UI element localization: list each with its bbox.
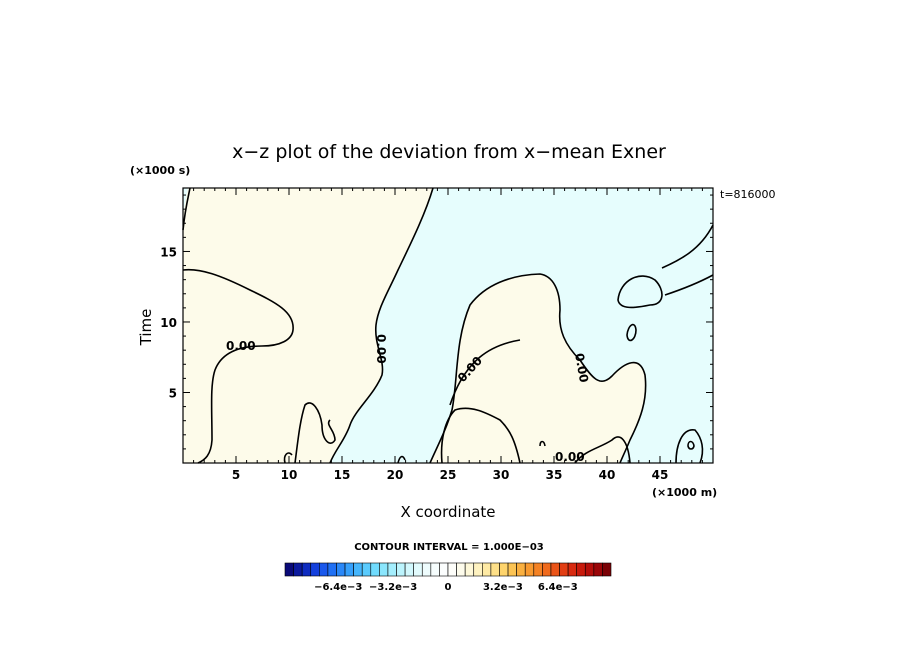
colorbar-bin-34 [576,562,586,577]
colorbar-tick-label-1: −3.2e−3 [369,582,417,593]
contour-label-3: 0.00 [572,352,591,384]
colorbar-bin-36 [593,562,603,577]
colorbar [284,562,612,577]
colorbar-tick-label-4: 6.4e−3 [538,582,578,593]
contour-line-16 [574,436,631,464]
y-tick-label-0: 5 [169,386,177,400]
colorbar-bin-21 [464,562,475,577]
contour-line-14 [687,440,695,450]
colorbar-bin-18 [439,562,449,577]
chart-title: x−z plot of the deviation from x−mean Ex… [232,141,666,163]
colorbar-bin-10 [370,562,380,577]
colorbar-tick-labels: −6.4e−3 −3.2e−3 0 3.2e−3 6.4e−3 [314,582,578,593]
x-tick-label-1: 10 [281,468,298,482]
colorbar-bin-23 [482,562,492,577]
contour-line-2 [429,273,647,464]
colorbar-bin-20 [456,562,466,577]
colorbar-bin-19 [447,562,457,577]
contour-line-1 [182,268,294,464]
colorbar-bin-13 [396,562,406,577]
colorbar-bin-11 [379,562,389,577]
time-stamp: t=816000 [720,188,776,201]
x-tick-label-3: 20 [387,468,404,482]
x-tick-label-0: 5 [232,468,240,482]
colorbar-bin-15 [413,562,423,577]
plot-area: 5 10 15 20 25 30 35 40 45 5 10 15 [160,187,714,482]
x-tick-label-4: 25 [440,468,457,482]
colorbar-bin-28 [524,562,535,577]
colorbar-bin-2 [301,562,312,577]
y-unit-label: (×1000 s) [130,164,190,177]
colorbar-tick-label-0: −6.4e−3 [314,582,362,593]
contour-line-5 [617,275,663,309]
contour-line-10 [440,407,521,464]
x-tick-label-2: 15 [334,468,351,482]
x-axis-label: X coordinate [400,503,495,521]
colorbar-bin-22 [473,562,483,577]
colorbar-bin-0 [284,562,294,577]
contour-lines [182,187,714,464]
contour-line-6 [661,224,714,269]
positive-region-1 [430,274,646,463]
colorbar-bin-16 [421,562,432,577]
colorbar-bin-25 [499,562,509,577]
colorbar-bin-5 [327,562,337,577]
colorbar-tick-label-3: 3.2e−3 [483,582,523,593]
contour-line-9 [294,402,336,464]
colorbar-bin-12 [387,562,397,577]
colorbar-bin-24 [490,562,500,577]
y-axis-label: Time [137,309,155,347]
contour-line-11 [283,452,293,464]
colorbar-bin-32 [559,562,569,577]
colorbar-bin-31 [550,562,560,577]
colorbar-bin-26 [507,562,517,577]
contour-line-12 [397,455,406,464]
contour-label-0: 0.00 [226,339,256,353]
positive-region-2 [183,269,294,463]
x-tick-label-7: 40 [599,468,616,482]
y-ticks: 5 10 15 [160,194,713,450]
y-tick-label-2: 15 [160,245,177,259]
contour-line-4 [449,339,521,406]
colorbar-bin-17 [430,562,440,577]
colorbar-bin-6 [336,562,346,577]
colorbar-bin-1 [293,562,303,577]
contour-line-7 [664,274,714,296]
contour-line-15 [539,440,546,447]
contour-line-8 [626,323,637,342]
colorbar-bin-9 [361,562,372,577]
x-tick-label-6: 35 [546,468,563,482]
colorbar-bin-30 [542,562,552,577]
x-ticks: 5 10 15 20 25 30 35 40 45 [193,188,703,482]
contour-line-0 [329,187,434,464]
contour-interval-text: CONTOUR INTERVAL = 1.000E−03 [354,542,544,553]
colorbar-bin-35 [584,562,595,577]
colorbar-bin-27 [516,562,526,577]
colorbar-tick-label-2: 0 [445,582,452,593]
colorbar-bin-14 [404,562,414,577]
colorbar-bin-7 [344,562,354,577]
colorbar-bin-33 [567,562,577,577]
x-tick-label-8: 45 [652,468,669,482]
x-unit-label: (×1000 m) [652,486,717,499]
x-tick-label-5: 30 [493,468,510,482]
colorbar-bin-3 [310,562,320,577]
colorbar-bin-4 [319,562,329,577]
contour-label-1: 0.00 [374,334,388,364]
colorbar-bin-8 [353,562,363,577]
y-tick-label-1: 10 [160,316,177,330]
colorbar-bin-29 [533,562,543,577]
contour-label-4: 0.00 [555,450,585,464]
contour-line-13 [675,429,704,464]
colorbar-bin-37 [602,562,612,577]
